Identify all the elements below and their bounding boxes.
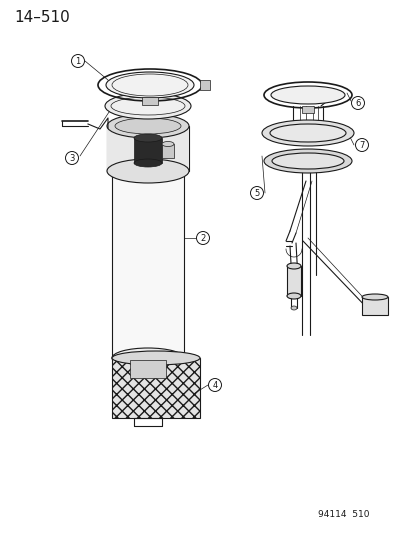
Bar bbox=[286, 266, 300, 296]
Bar bbox=[361, 297, 387, 315]
Circle shape bbox=[71, 54, 84, 68]
Bar bbox=[112, 163, 183, 358]
Ellipse shape bbox=[112, 351, 199, 365]
Ellipse shape bbox=[156, 106, 163, 110]
Ellipse shape bbox=[271, 86, 344, 104]
Bar bbox=[161, 144, 173, 158]
Circle shape bbox=[65, 151, 78, 165]
Bar bbox=[301, 106, 313, 113]
Bar bbox=[130, 360, 166, 378]
Circle shape bbox=[250, 187, 263, 199]
Ellipse shape bbox=[107, 114, 189, 138]
Ellipse shape bbox=[361, 294, 387, 300]
Bar bbox=[142, 97, 158, 105]
Text: 7: 7 bbox=[358, 141, 364, 149]
Ellipse shape bbox=[269, 124, 345, 142]
Ellipse shape bbox=[263, 149, 351, 173]
Text: 4: 4 bbox=[212, 381, 217, 390]
Ellipse shape bbox=[286, 263, 300, 269]
Ellipse shape bbox=[134, 159, 161, 167]
Text: 1: 1 bbox=[75, 56, 81, 66]
Ellipse shape bbox=[105, 93, 190, 119]
Bar bbox=[107, 126, 189, 171]
Ellipse shape bbox=[112, 153, 183, 173]
Ellipse shape bbox=[111, 97, 185, 115]
Text: 3: 3 bbox=[69, 154, 74, 163]
Circle shape bbox=[355, 139, 368, 151]
Ellipse shape bbox=[134, 134, 161, 142]
Text: 6: 6 bbox=[354, 99, 360, 108]
Ellipse shape bbox=[107, 159, 189, 183]
Ellipse shape bbox=[106, 72, 194, 98]
Text: 14–510: 14–510 bbox=[14, 10, 69, 25]
Text: 94114  510: 94114 510 bbox=[317, 510, 369, 519]
Text: 5: 5 bbox=[254, 189, 259, 198]
Circle shape bbox=[351, 96, 363, 109]
Ellipse shape bbox=[134, 109, 142, 114]
Bar bbox=[199, 80, 209, 90]
Ellipse shape bbox=[161, 141, 173, 147]
Ellipse shape bbox=[271, 153, 343, 169]
Text: 2: 2 bbox=[200, 233, 205, 243]
Circle shape bbox=[208, 378, 221, 392]
Ellipse shape bbox=[286, 293, 300, 299]
Bar bbox=[112, 358, 199, 418]
Bar bbox=[134, 138, 161, 163]
Circle shape bbox=[196, 231, 209, 245]
Ellipse shape bbox=[290, 306, 296, 310]
Ellipse shape bbox=[115, 118, 180, 134]
Ellipse shape bbox=[261, 120, 353, 146]
Ellipse shape bbox=[112, 348, 183, 368]
